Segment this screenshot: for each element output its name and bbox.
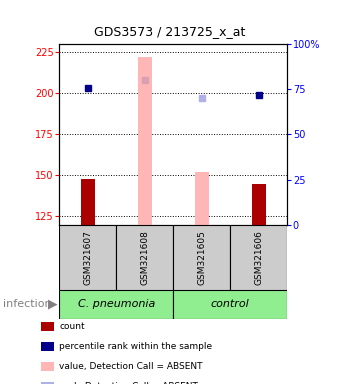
Text: ▶: ▶ xyxy=(48,298,57,311)
Bar xyxy=(231,225,287,290)
Text: GSM321607: GSM321607 xyxy=(84,230,92,285)
Text: C. pneumonia: C. pneumonia xyxy=(78,299,155,310)
Bar xyxy=(138,57,152,225)
Text: value, Detection Call = ABSENT: value, Detection Call = ABSENT xyxy=(59,362,203,371)
Bar xyxy=(59,290,173,319)
Text: GSM321608: GSM321608 xyxy=(140,230,149,285)
Text: GDS3573 / 213725_x_at: GDS3573 / 213725_x_at xyxy=(94,25,246,38)
Bar xyxy=(173,290,287,319)
Text: infection: infection xyxy=(3,299,52,310)
Bar xyxy=(59,225,116,290)
Bar xyxy=(116,225,173,290)
Text: GSM321605: GSM321605 xyxy=(198,230,206,285)
Text: count: count xyxy=(59,322,85,331)
Text: rank, Detection Call = ABSENT: rank, Detection Call = ABSENT xyxy=(59,382,198,384)
Bar xyxy=(81,179,95,225)
Text: percentile rank within the sample: percentile rank within the sample xyxy=(59,342,212,351)
Bar xyxy=(173,225,231,290)
Text: GSM321606: GSM321606 xyxy=(254,230,263,285)
Text: control: control xyxy=(211,299,250,310)
Bar xyxy=(195,172,209,225)
Bar xyxy=(252,184,266,225)
